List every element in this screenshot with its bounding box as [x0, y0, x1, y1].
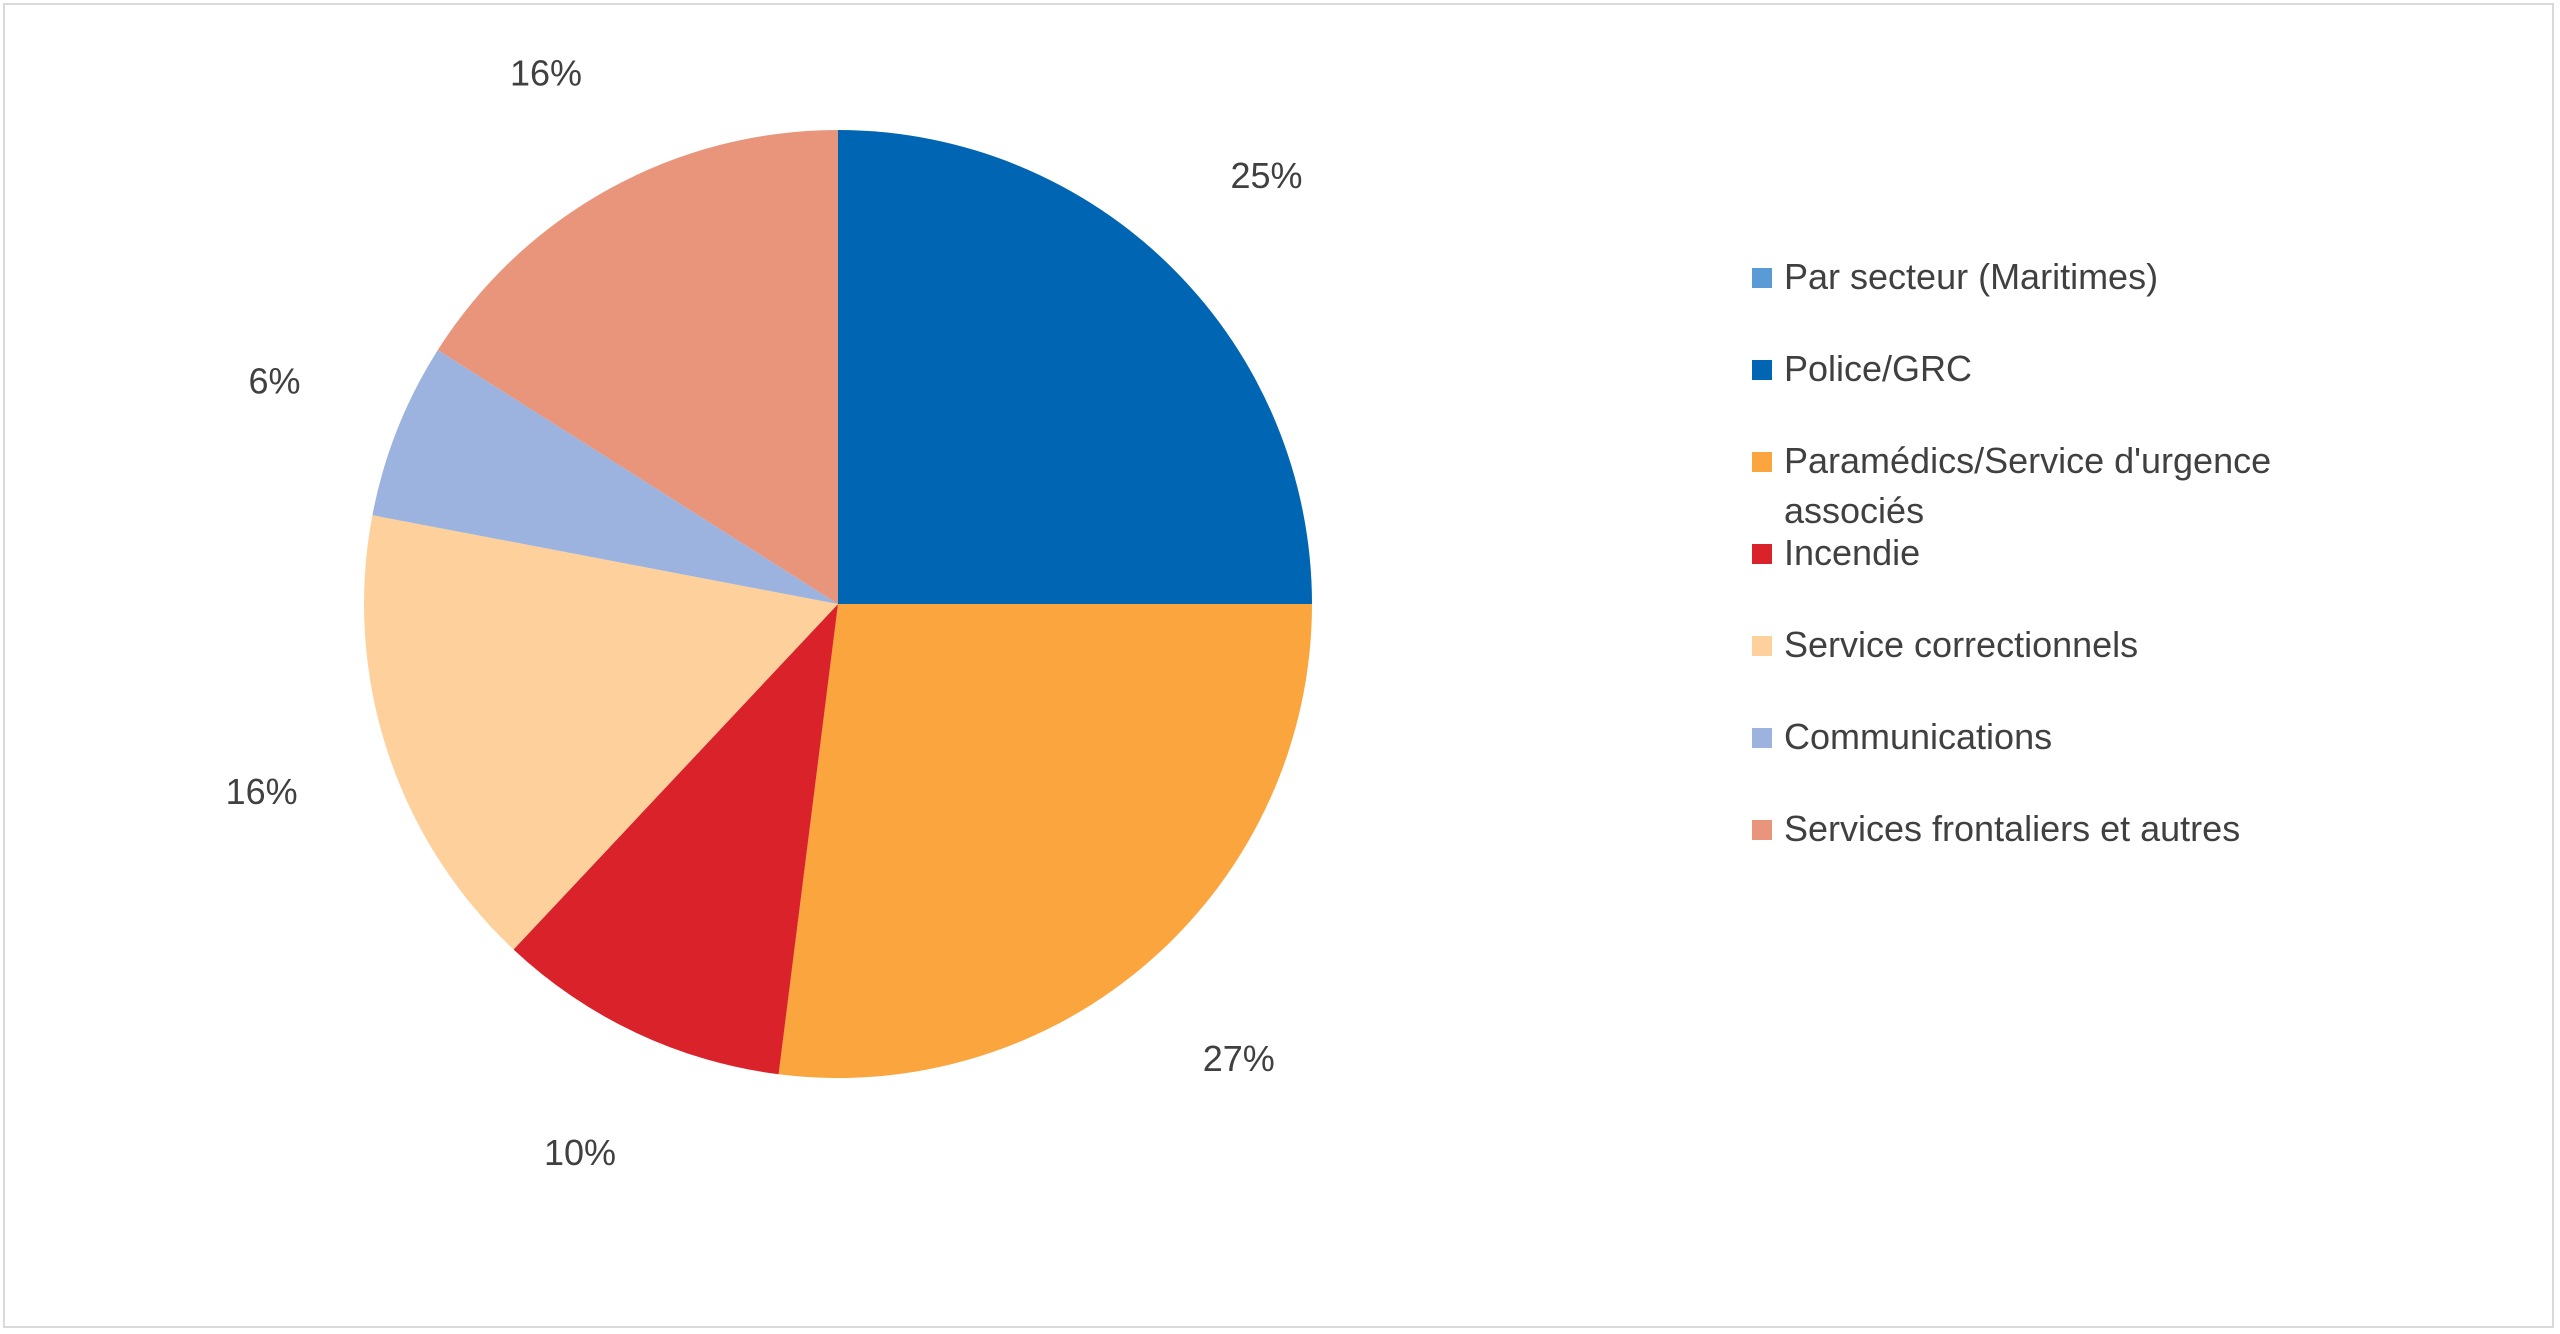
- legend-label: Incendie: [1784, 532, 1921, 573]
- pie-slice: [838, 130, 1312, 604]
- legend-label: Police/GRC: [1784, 348, 1973, 389]
- legend-swatch: [1752, 544, 1772, 564]
- legend-label: Par secteur (Maritimes): [1784, 256, 2159, 297]
- legend-swatch: [1752, 636, 1772, 656]
- pie-slice: [437, 130, 838, 604]
- pie-slice: [364, 515, 838, 950]
- legend-item: Police/GRC: [1752, 344, 2312, 394]
- legend-label: Service correctionnels: [1784, 624, 2139, 665]
- legend-item: Paramédics/Service d'urgence associés: [1752, 436, 2312, 536]
- slice-label: 16%: [226, 771, 298, 812]
- legend-swatch: [1752, 452, 1772, 472]
- pie-slice: [778, 604, 1312, 1078]
- legend-label: Paramédics/Service d'urgence associés: [1784, 440, 2272, 531]
- legend-swatch: [1752, 360, 1772, 380]
- legend-item: Par secteur (Maritimes): [1752, 252, 2312, 302]
- legend-item: Services frontaliers et autres: [1752, 804, 2312, 854]
- pie-slices: [364, 130, 1312, 1078]
- legend-label: Services frontaliers et autres: [1784, 808, 2241, 849]
- legend-item: Communications: [1752, 712, 2312, 762]
- legend-swatch: [1752, 820, 1772, 840]
- legend-item: Service correctionnels: [1752, 620, 2312, 670]
- legend-swatch: [1752, 728, 1772, 748]
- pie-slice: [372, 350, 838, 604]
- slice-label: 6%: [249, 360, 301, 401]
- slice-label: 27%: [1203, 1038, 1275, 1079]
- legend-swatch: [1752, 268, 1772, 288]
- pie-slice: [513, 604, 838, 1075]
- slice-label: 10%: [544, 1132, 616, 1173]
- slice-label: 25%: [1230, 155, 1302, 196]
- pie-labels: 25% 27% 10% 16% 6% 16%: [226, 52, 1303, 1172]
- legend-label: Communications: [1784, 716, 2053, 757]
- legend-item: Incendie: [1752, 528, 2312, 578]
- slice-label: 16%: [510, 52, 582, 93]
